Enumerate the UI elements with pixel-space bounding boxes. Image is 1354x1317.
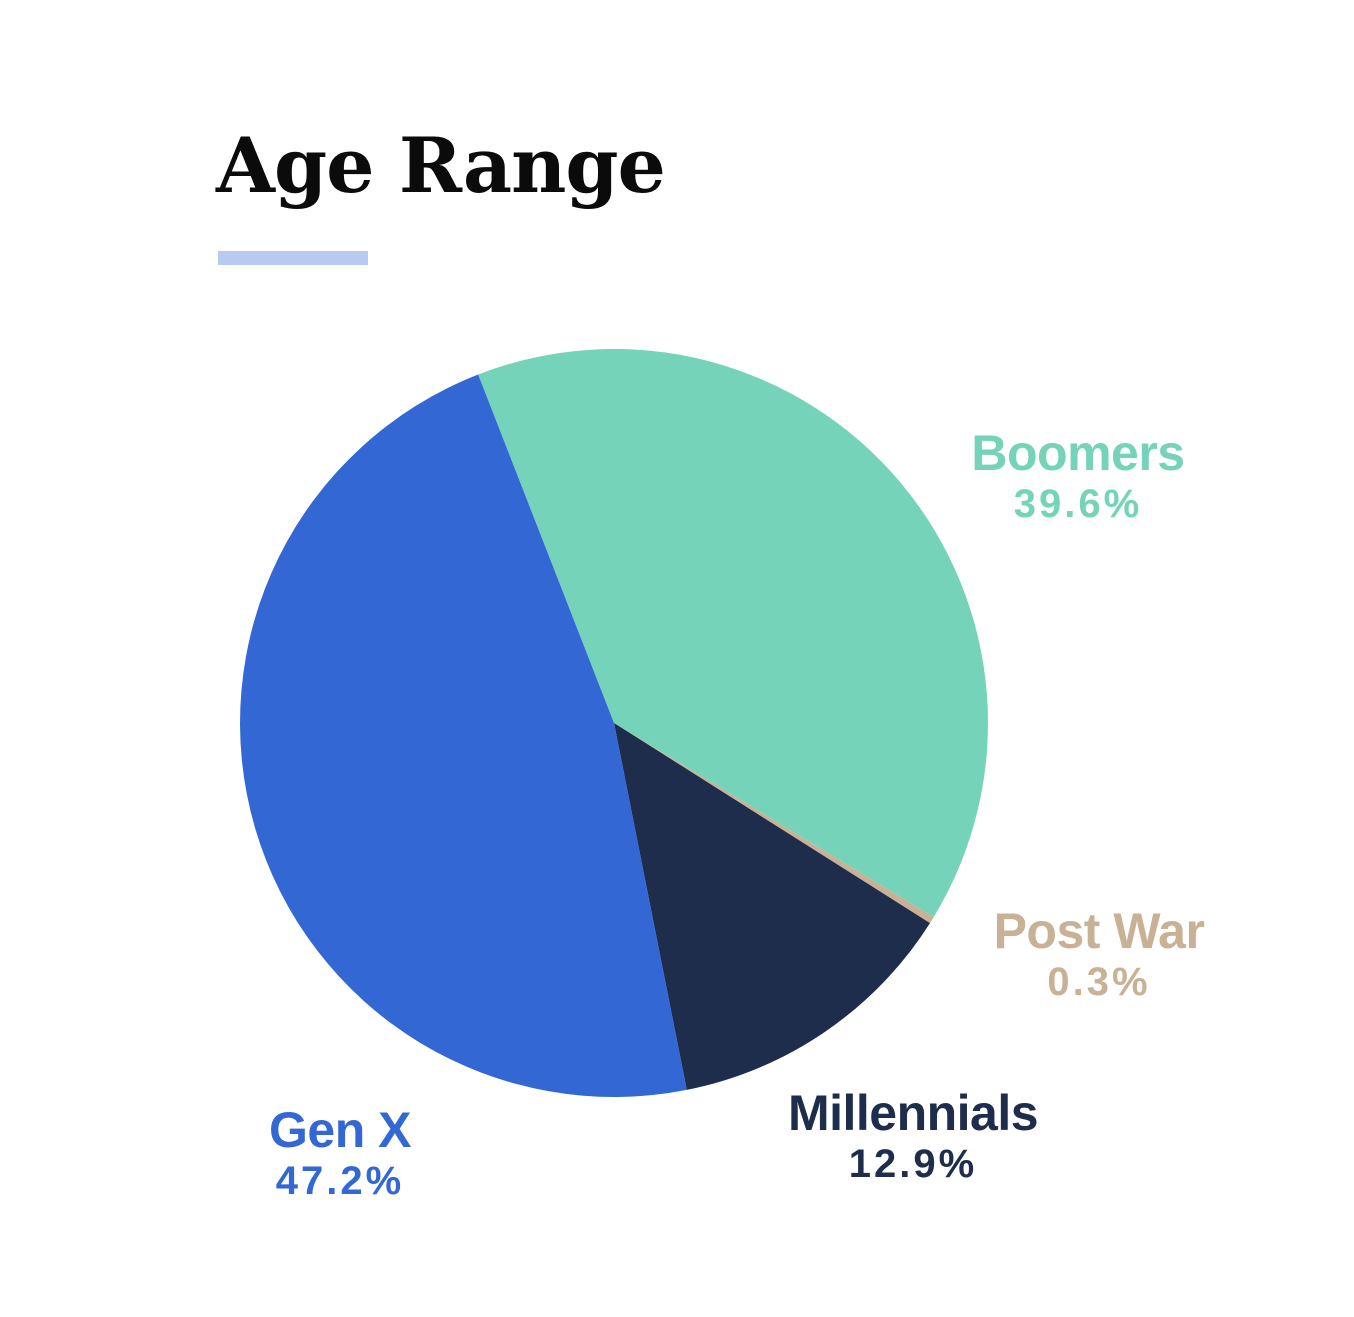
pie-slice-boomers [478,349,988,918]
slice-value: 39.6% [1013,482,1143,526]
slice-value: 12.9% [848,1142,978,1186]
title-underline [218,251,368,265]
pie-slice-post-war [614,723,934,924]
slice-label-post-war: Post War 0.3% [994,904,1205,1006]
slice-value: 0.3% [1047,960,1151,1004]
slice-name: Post War [993,903,1205,959]
pie-slice-millennials [614,723,930,1090]
slice-value: 47.2% [275,1159,405,1203]
slice-label-gen-x: Gen X 47.2% [269,1103,411,1205]
slice-name: Gen X [269,1102,411,1158]
slice-name: Boomers [971,425,1185,481]
slice-label-boomers: Boomers 39.6% [971,425,1185,528]
chart-title: Age Range [216,121,666,210]
slice-label-millennials: Millennials 12.9% [787,1085,1039,1188]
slice-name: Millennials [787,1085,1039,1141]
pie-slice-gen-x [240,374,687,1097]
